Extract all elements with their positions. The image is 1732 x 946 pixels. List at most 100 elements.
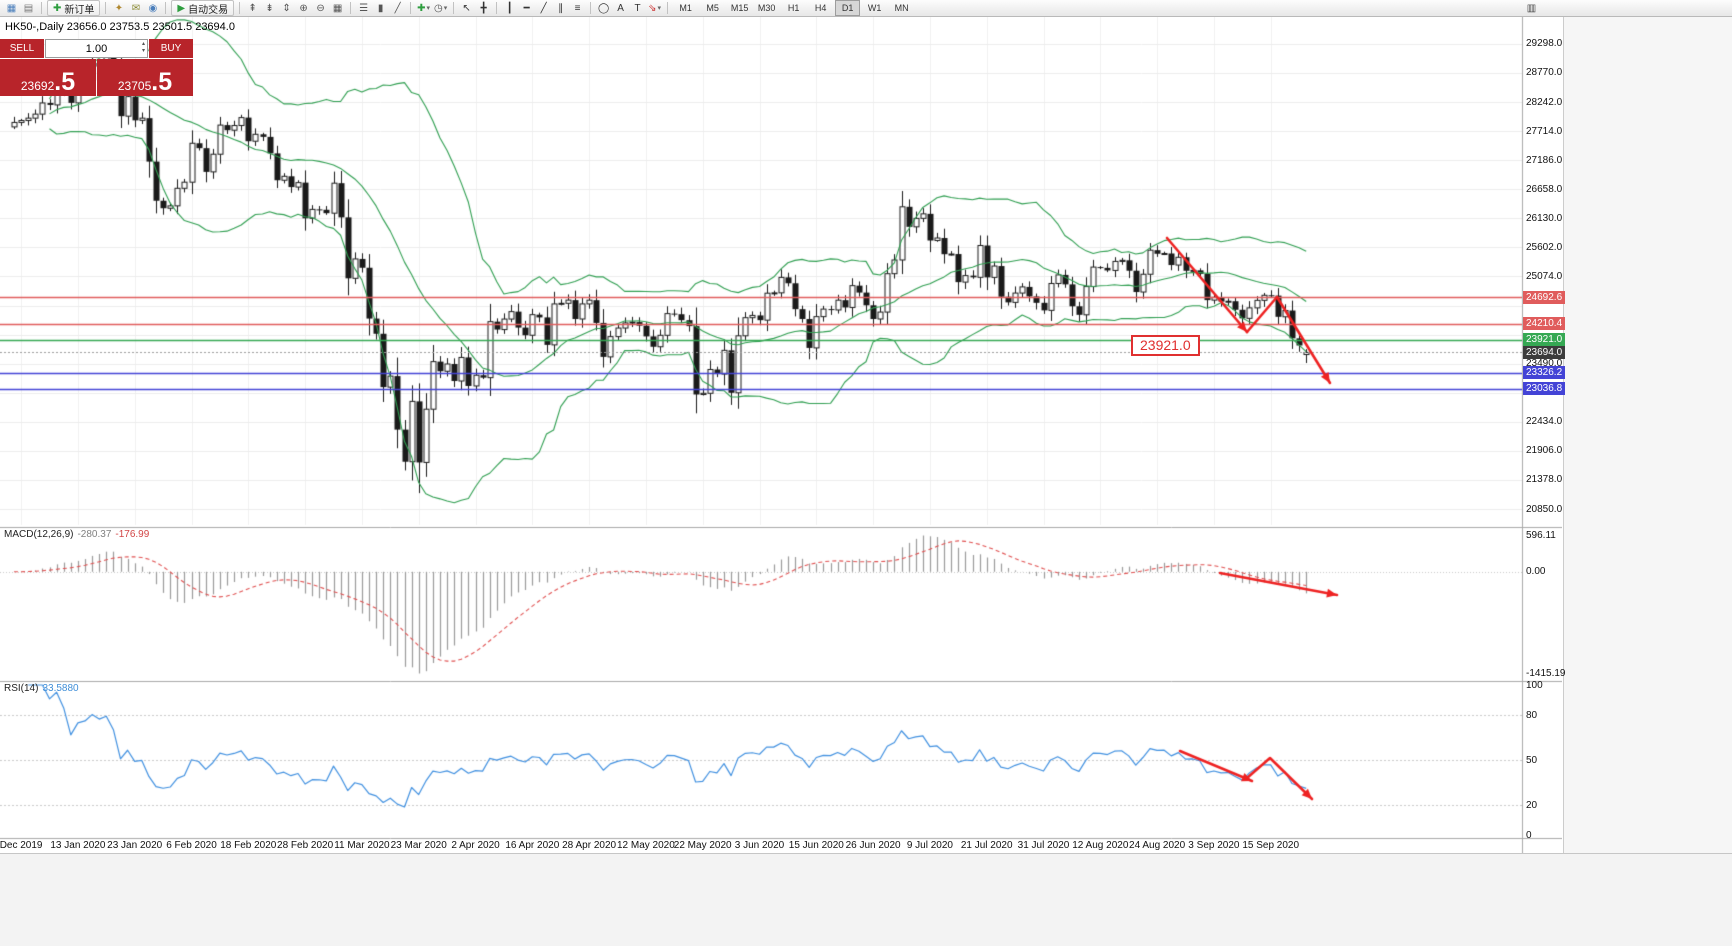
one-click-trading-panel: SELL 1.00 ▴ ▾ BUY 23692.5 23705.5 [0, 39, 193, 96]
price-tick-label: 27186.0 [1526, 154, 1563, 166]
macd-axis-label: 0.00 [1526, 566, 1546, 578]
lot-decrease-icon[interactable]: ▾ [141, 48, 145, 54]
timeframe-h1-button[interactable]: H1 [787, 3, 800, 13]
text-icon-glyph: A [617, 2, 624, 14]
macd-indicator-label: MACD(12,26,9) -280.37 -176.99 [4, 529, 149, 540]
timeframe-m15-button[interactable]: M15 [730, 3, 749, 13]
autotrading-button[interactable]: ▶ 自动交易 [171, 0, 235, 16]
toolbar-separator [590, 2, 592, 14]
price-tick-label: 21906.0 [1526, 445, 1563, 457]
sell-price-button[interactable]: 23692.5 [0, 59, 96, 96]
date-axis-label: 26 Jun 2020 [845, 840, 901, 851]
sell-button[interactable]: SELL [0, 39, 44, 58]
timeframe-m30-button[interactable]: M30 [757, 3, 776, 13]
rsi-axis-label: 80 [1526, 709, 1538, 721]
lot-increase-icon[interactable]: ▴ [141, 41, 145, 47]
add-indicator-icon-glyph: ✚ [417, 2, 426, 14]
date-axis-label: 9 Jul 2020 [906, 840, 953, 851]
timeframe-mn-button[interactable]: MN [894, 3, 909, 13]
price-tick-label: 21378.0 [1526, 474, 1563, 486]
chart-canvas[interactable] [0, 17, 1562, 853]
date-axis-label: 16 Apr 2020 [505, 840, 560, 851]
candlestick-chart-icon[interactable]: ▮ [372, 1, 389, 16]
rsi-axis-label: 20 [1526, 799, 1538, 811]
profiles-icon[interactable]: ▤ [20, 1, 37, 16]
date-axis-label: 11 Mar 2020 [334, 840, 390, 851]
date-axis-label: 3 Jun 2020 [734, 840, 785, 851]
buy-button[interactable]: BUY [149, 39, 193, 58]
price-tick-label: 25602.0 [1526, 241, 1563, 253]
tile-windows-icon[interactable]: ▦ [329, 1, 346, 16]
buy-price-main: 23705 [117, 79, 152, 93]
timeframe-h4-button[interactable]: H4 [814, 3, 827, 13]
zoom-out-icon-glyph: ⊖ [316, 2, 325, 14]
dropdown-caret-icon: ▾ [426, 5, 431, 12]
timeframe-w1-button[interactable]: W1 [867, 3, 882, 13]
horizontal-line-icon-glyph: ━ [523, 2, 530, 14]
date-axis-label: 21 Jul 2020 [960, 840, 1013, 851]
new-chart-icon[interactable]: ▦ [3, 1, 20, 16]
community-icon[interactable]: ◉ [144, 1, 161, 16]
toolbar-separator [350, 2, 352, 14]
panel-toggle-icon[interactable]: ▥ [1526, 3, 1537, 14]
dropdown-caret-icon: ▾ [443, 5, 448, 12]
toolbar-separator [453, 2, 455, 14]
timeframe-m5-button[interactable]: M5 [706, 3, 719, 13]
toolbar-separator [41, 2, 42, 14]
expert-advisor-icon[interactable]: ✦ [110, 1, 127, 16]
chart-scale-icon[interactable]: ⇕ [278, 1, 295, 16]
price-tick-label: 26130.0 [1526, 212, 1563, 224]
lot-size-field[interactable]: 1.00 ▴ ▾ [45, 39, 148, 58]
buy-price-button[interactable]: 23705.5 [97, 59, 193, 96]
horizontal-line-icon[interactable]: ━ [518, 1, 535, 16]
cursor-icon[interactable]: ↖ [458, 1, 475, 16]
new-order-button-label: 新订单 [64, 4, 95, 16]
shapes-icon[interactable]: ◯ [595, 1, 612, 16]
text-icon[interactable]: A [612, 1, 629, 16]
date-axis-label: 24 Aug 2020 [1129, 840, 1186, 851]
vertical-line-icon[interactable]: ┃ [501, 1, 518, 16]
chart-ohlc-line: HK50-,Daily 23656.0 23753.5 23501.5 2369… [5, 21, 235, 33]
crosshair-icon[interactable]: ╋ [475, 1, 492, 16]
bars-chart-icon[interactable]: ☰ [355, 1, 372, 16]
line-chart-icon[interactable]: ╱ [389, 1, 406, 16]
timeframe-m1-button[interactable]: M1 [679, 3, 692, 13]
label-icon[interactable]: T [629, 1, 646, 16]
price-callout-label[interactable]: 23921.0 [1131, 335, 1200, 356]
bottom-strip [0, 853, 1732, 946]
new-order-button[interactable]: ✚ 新订单 [47, 0, 101, 16]
buy-price-pips: .5 [151, 68, 173, 96]
toolbar-items: ▦ ▤ ✚ 新订单 ✦ ✉ ◉ ▶ 自动交易 ⇞ ⇟ ⇕ ⊕ ⊖ ▦ ☰ ▮ ╱ ✚ ▾ ◷ ▾ ↖ ╋ ┃ ━ ╱ ∥ ≡ ◯ A T ⇘ ▾ M… [3, 0, 915, 16]
vertical-line-icon-glyph: ┃ [506, 2, 513, 14]
chart-fall-icon[interactable]: ⇟ [261, 1, 278, 16]
rsi-axis-label: 0 [1526, 829, 1532, 841]
mail-icon[interactable]: ✉ [127, 1, 144, 16]
chart-rise-icon[interactable]: ⇞ [244, 1, 261, 16]
timeframe-d1-button[interactable]: D1 [835, 0, 861, 16]
community-icon-glyph: ◉ [148, 2, 158, 14]
date-axis-label: 28 Apr 2020 [562, 840, 617, 851]
toolbar-separator [496, 2, 498, 14]
add-indicator-icon[interactable]: ✚ ▾ [415, 1, 432, 16]
date-axis-label: 12 May 2020 [616, 840, 675, 851]
zoom-out-icon[interactable]: ⊖ [312, 1, 329, 16]
expert-advisor-icon-glyph: ✦ [114, 2, 124, 14]
price-tick-label: 27714.0 [1526, 125, 1563, 137]
price-tick-label: 22434.0 [1526, 416, 1563, 428]
lot-stepper[interactable]: ▴ ▾ [142, 41, 145, 55]
date-axis-label: 18 Feb 2020 [220, 840, 277, 851]
trendline-icon[interactable]: ╱ [535, 1, 552, 16]
fibonacci-icon[interactable]: ≡ [569, 1, 586, 16]
channel-icon[interactable]: ∥ [552, 1, 569, 16]
cycles-icon[interactable]: ◷ ▾ [432, 1, 449, 16]
zoom-in-icon[interactable]: ⊕ [295, 1, 312, 16]
arrows-icon[interactable]: ⇘ ▾ [646, 1, 663, 16]
autotrading-button-label: 自动交易 [188, 4, 229, 16]
new-order-button-glyph: ✚ [53, 2, 62, 14]
crosshair-icon-glyph: ╋ [480, 2, 487, 14]
current-price-tag: 23694.0 [1523, 345, 1566, 359]
rsi-title: RSI(14) [4, 683, 39, 694]
macd-axis-label: -1415.19 [1526, 667, 1566, 679]
cycles-icon-glyph: ◷ [433, 2, 443, 14]
